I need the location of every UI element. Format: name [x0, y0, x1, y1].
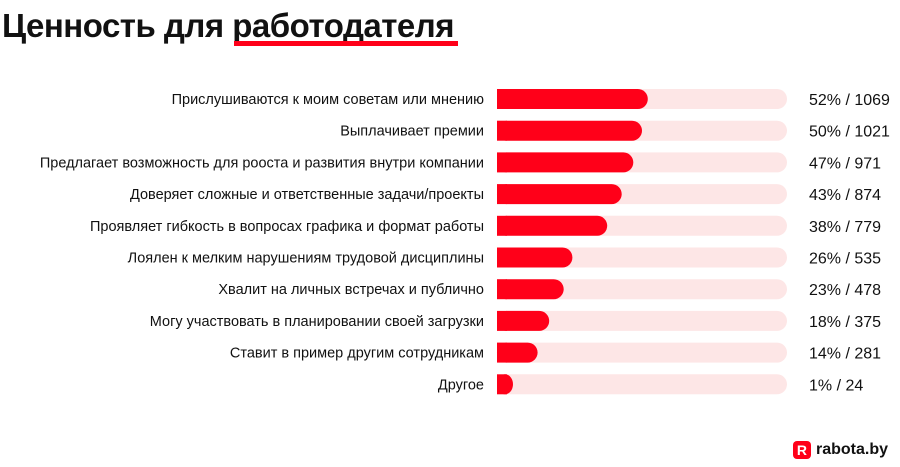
bar-left-edge: [497, 310, 507, 331]
bar-left-edge: [497, 247, 507, 268]
bar: [497, 247, 573, 268]
bar-row: Доверяет сложные и ответственные задачи/…: [130, 184, 881, 205]
bar-row: Выплачивает премии 50% / 1021: [340, 120, 890, 141]
bar-track: [497, 279, 787, 300]
bar-row: Проявляет гибкость в вопросах графика и …: [90, 215, 881, 236]
bar-left-edge: [497, 279, 507, 300]
bar: [497, 215, 608, 236]
bar-row: Могу участвовать в планировании своей за…: [150, 310, 881, 331]
value-label: 18% / 375: [809, 314, 881, 331]
bar: [497, 342, 538, 363]
bar-track: [497, 342, 787, 363]
bar: [497, 184, 622, 205]
brand-logo[interactable]: R rabota.by: [792, 441, 888, 459]
bar-track: [497, 374, 787, 395]
bar-left-edge: [497, 89, 507, 109]
bar: [497, 120, 642, 141]
bar: [497, 152, 634, 173]
category-label: Выплачивает премии: [340, 124, 484, 140]
bar-left-edge: [497, 342, 507, 363]
bar-row: Другое 1% / 24: [438, 374, 863, 395]
bar-left-edge: [497, 184, 507, 205]
category-label: Другое: [438, 377, 484, 393]
bar: [497, 89, 648, 109]
bar-row: Ставит в пример другим сотрудникам 14% / …: [230, 342, 881, 363]
brand-name: rabota.by: [815, 441, 888, 458]
bar: [497, 279, 564, 300]
bar-row: Хвалит на личных встречах и публично 23% …: [218, 279, 881, 300]
bar-left-edge: [497, 215, 507, 236]
bar-left-edge: [497, 152, 507, 173]
bar-row: Лоялен к мелким нарушениям трудовой дисц…: [128, 247, 881, 268]
title-prefix: Ценность для: [2, 7, 233, 44]
category-label: Предлагает возможность для рооста и разв…: [40, 155, 484, 171]
chart-title: Ценность для работодателя: [2, 0, 458, 52]
bar-row: Предлагает возможность для рооста и разв…: [40, 152, 881, 173]
category-label: Доверяет сложные и ответственные задачи/…: [130, 187, 484, 203]
title-highlight: работодателя: [232, 0, 458, 52]
bar: [497, 310, 550, 331]
value-label: 52% / 1069: [809, 92, 890, 109]
value-label: 50% / 1021: [809, 124, 890, 141]
category-label: Проявляет гибкость в вопросах графика и …: [90, 219, 484, 235]
rabota-logo-icon: R: [792, 441, 811, 459]
bar-left-edge: [497, 374, 507, 395]
value-label: 1% / 24: [809, 377, 863, 394]
value-label: 47% / 971: [809, 155, 881, 172]
value-label: 14% / 281: [809, 346, 881, 363]
bar-left-edge: [497, 120, 507, 141]
bar-row: Прислушиваются к моим советам или мнению…: [172, 89, 890, 109]
bar-track: [497, 310, 787, 331]
category-label: Лоялен к мелким нарушениям трудовой дисц…: [128, 251, 484, 267]
category-label: Ставит в пример другим сотрудникам: [230, 346, 484, 362]
bar-chart: Прислушиваются к моим советам или мнению…: [40, 89, 890, 395]
value-label: 26% / 535: [809, 251, 881, 268]
value-label: 43% / 874: [809, 187, 881, 204]
category-label: Прислушиваются к моим советам или мнению: [172, 92, 485, 108]
category-label: Хвалит на личных встречах и публично: [218, 282, 484, 298]
category-label: Могу участвовать в планировании своей за…: [150, 314, 484, 330]
value-label: 38% / 779: [809, 219, 881, 236]
value-label: 23% / 478: [809, 282, 881, 299]
